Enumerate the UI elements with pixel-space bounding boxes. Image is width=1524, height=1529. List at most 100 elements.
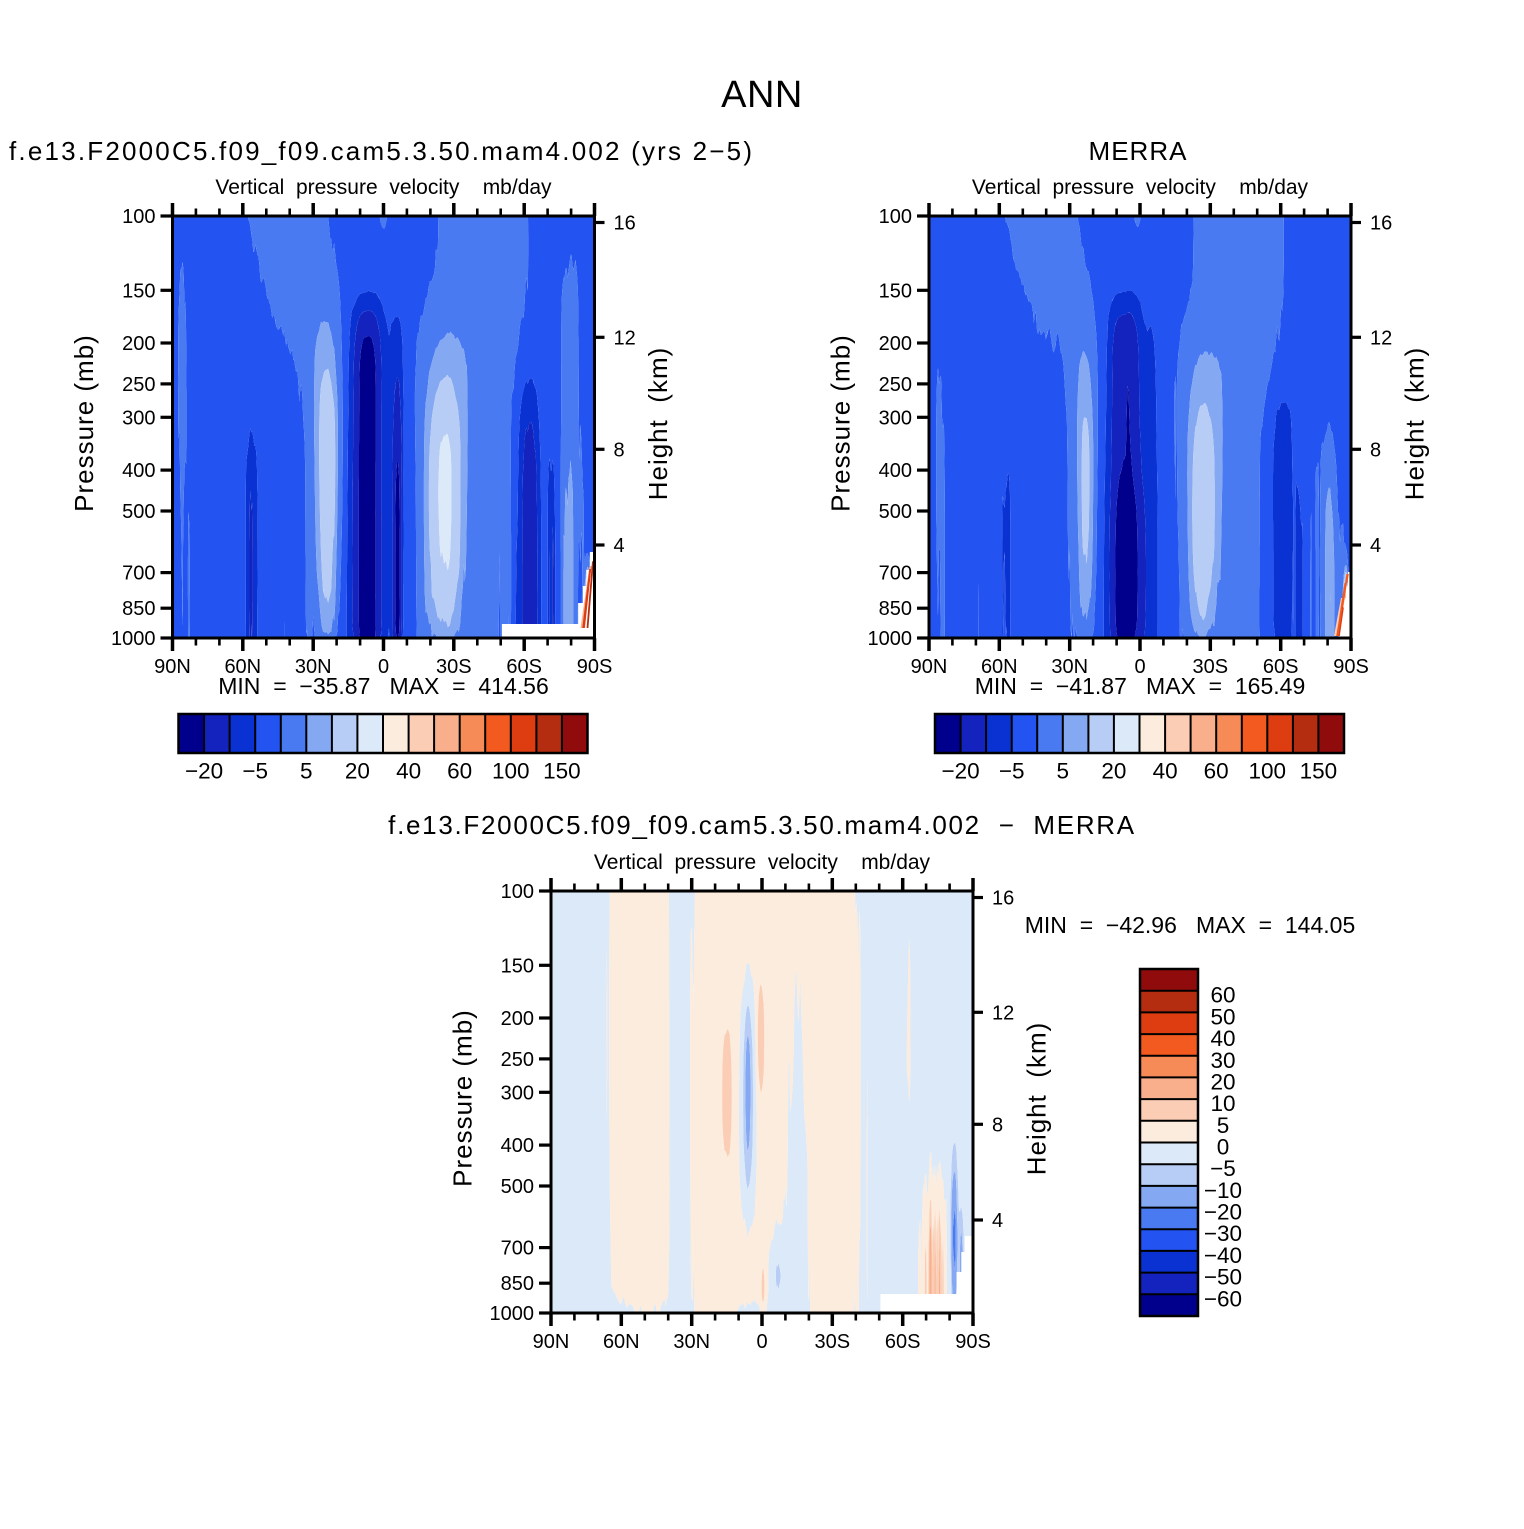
svg-text:0: 0 — [378, 656, 389, 678]
svg-text:500: 500 — [879, 501, 912, 523]
svg-text:16: 16 — [1370, 213, 1392, 235]
svg-text:30N: 30N — [1051, 656, 1088, 678]
svg-text:f.e13.F2000C5.f09_f09.cam5.3.5: f.e13.F2000C5.f09_f09.cam5.3.50.mam4.002… — [9, 136, 754, 166]
svg-text:Vertical pressure velocity: Vertical pressure velocity mb/day — [594, 851, 931, 874]
svg-text:60: 60 — [1204, 759, 1229, 784]
svg-text:1000: 1000 — [868, 628, 913, 650]
svg-text:Pressure (mb): Pressure (mb) — [69, 334, 99, 512]
svg-text:Pressure (mb): Pressure (mb) — [448, 1009, 478, 1187]
svg-text:f.e13.F2000C5.f09_f09.cam5.3.5: f.e13.F2000C5.f09_f09.cam5.3.50.mam4.002… — [388, 810, 1136, 840]
svg-text:90N: 90N — [533, 1331, 570, 1353]
svg-text:−30: −30 — [1204, 1221, 1242, 1246]
svg-text:90N: 90N — [911, 656, 948, 678]
svg-text:12: 12 — [614, 327, 636, 349]
svg-text:20: 20 — [1210, 1069, 1235, 1094]
svg-text:30N: 30N — [295, 656, 332, 678]
svg-text:100: 100 — [879, 206, 912, 228]
svg-text:Pressure (mb): Pressure (mb) — [826, 334, 856, 512]
svg-text:60N: 60N — [224, 656, 261, 678]
svg-text:30S: 30S — [436, 656, 472, 678]
svg-text:500: 500 — [122, 501, 155, 523]
svg-text:−20: −20 — [185, 759, 223, 784]
svg-text:60S: 60S — [885, 1331, 921, 1353]
svg-text:700: 700 — [879, 563, 912, 585]
svg-text:150: 150 — [122, 280, 155, 302]
svg-text:700: 700 — [122, 563, 155, 585]
svg-text:150: 150 — [501, 955, 534, 977]
svg-text:40: 40 — [1210, 1026, 1235, 1051]
svg-text:20: 20 — [345, 759, 370, 784]
svg-text:60N: 60N — [603, 1331, 640, 1353]
svg-text:Height (km): Height (km) — [1022, 1022, 1052, 1176]
svg-text:50: 50 — [1210, 1004, 1235, 1029]
svg-text:8: 8 — [614, 439, 625, 461]
svg-text:40: 40 — [1153, 759, 1178, 784]
svg-text:0: 0 — [1134, 656, 1145, 678]
svg-text:30: 30 — [1210, 1048, 1235, 1073]
svg-text:150: 150 — [1300, 759, 1338, 784]
svg-text:100: 100 — [122, 206, 155, 228]
svg-text:4: 4 — [614, 535, 625, 557]
svg-text:1000: 1000 — [490, 1303, 535, 1325]
svg-text:850: 850 — [122, 598, 155, 620]
svg-text:400: 400 — [501, 1135, 534, 1157]
svg-text:250: 250 — [501, 1049, 534, 1071]
svg-text:850: 850 — [879, 598, 912, 620]
svg-text:Height (km): Height (km) — [1400, 347, 1430, 501]
svg-text:100: 100 — [501, 881, 534, 903]
svg-text:−20: −20 — [942, 759, 980, 784]
svg-text:12: 12 — [992, 1002, 1014, 1024]
svg-text:−10: −10 — [1204, 1178, 1242, 1203]
svg-text:−5: −5 — [242, 759, 268, 784]
svg-text:90S: 90S — [577, 656, 613, 678]
svg-text:Vertical pressure velocity: Vertical pressure velocity mb/day — [972, 176, 1309, 199]
svg-text:700: 700 — [501, 1238, 534, 1260]
svg-text:100: 100 — [1249, 759, 1287, 784]
svg-text:60N: 60N — [981, 656, 1018, 678]
svg-text:20: 20 — [1101, 759, 1126, 784]
svg-text:90S: 90S — [1333, 656, 1369, 678]
svg-text:5: 5 — [300, 759, 313, 784]
svg-text:300: 300 — [501, 1082, 534, 1104]
svg-text:Height (km): Height (km) — [643, 347, 673, 501]
svg-text:5: 5 — [1057, 759, 1070, 784]
svg-text:100: 100 — [492, 759, 530, 784]
svg-text:−5: −5 — [999, 759, 1025, 784]
svg-text:60: 60 — [1210, 983, 1235, 1008]
svg-text:250: 250 — [122, 374, 155, 396]
svg-text:60S: 60S — [1263, 656, 1299, 678]
svg-text:0: 0 — [1217, 1135, 1230, 1160]
svg-text:200: 200 — [879, 333, 912, 355]
svg-text:1000: 1000 — [111, 628, 156, 650]
svg-text:10: 10 — [1210, 1091, 1235, 1116]
svg-text:40: 40 — [396, 759, 421, 784]
svg-text:60S: 60S — [506, 656, 542, 678]
svg-text:200: 200 — [122, 333, 155, 355]
svg-text:MIN = −42.96 MAX = 144.0: MIN = −42.96 MAX = 144.05 — [1025, 912, 1356, 938]
svg-text:400: 400 — [122, 460, 155, 482]
svg-text:16: 16 — [614, 213, 636, 235]
svg-text:8: 8 — [992, 1114, 1003, 1136]
svg-text:−50: −50 — [1204, 1265, 1242, 1290]
svg-text:4: 4 — [1370, 535, 1381, 557]
svg-text:90N: 90N — [154, 656, 191, 678]
svg-text:90S: 90S — [955, 1331, 991, 1353]
svg-text:16: 16 — [992, 888, 1014, 910]
svg-text:300: 300 — [879, 407, 912, 429]
svg-text:ANN: ANN — [721, 74, 803, 116]
svg-text:8: 8 — [1370, 439, 1381, 461]
svg-text:MIN = −35.87 MAX = 414.5: MIN = −35.87 MAX = 414.56 — [218, 673, 549, 699]
svg-text:4: 4 — [992, 1210, 1003, 1232]
svg-text:MERRA: MERRA — [1089, 136, 1188, 166]
svg-text:150: 150 — [543, 759, 581, 784]
svg-text:30S: 30S — [1193, 656, 1229, 678]
svg-text:−40: −40 — [1204, 1243, 1242, 1268]
svg-text:60: 60 — [447, 759, 472, 784]
svg-text:30N: 30N — [673, 1331, 710, 1353]
svg-text:−20: −20 — [1204, 1200, 1242, 1225]
svg-text:−60: −60 — [1204, 1286, 1242, 1311]
svg-text:5: 5 — [1217, 1113, 1230, 1138]
svg-text:0: 0 — [756, 1331, 767, 1353]
svg-text:500: 500 — [501, 1176, 534, 1198]
svg-text:250: 250 — [879, 374, 912, 396]
